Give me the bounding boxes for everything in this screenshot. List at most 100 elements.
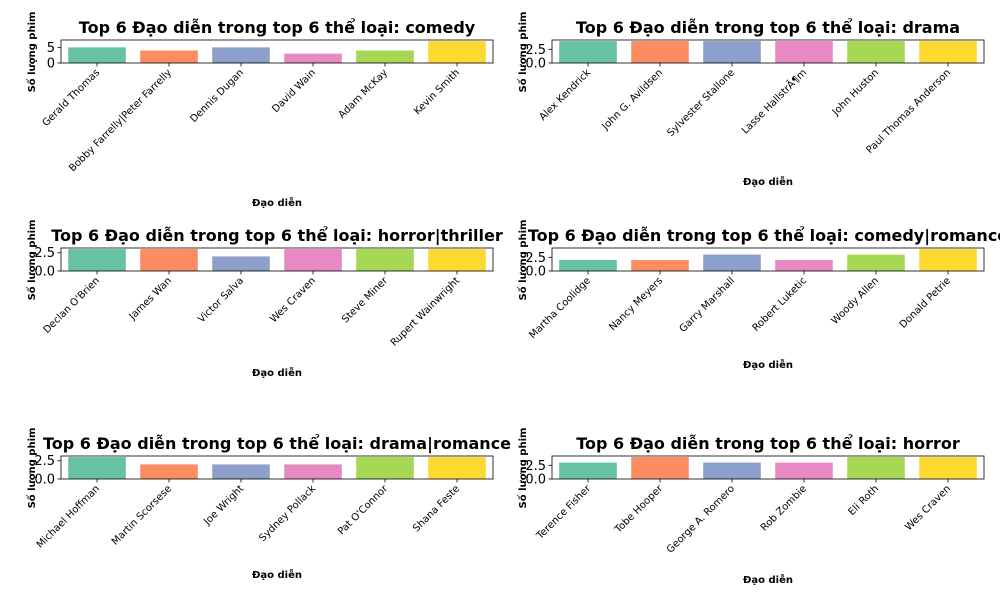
x-tick-label: Martin Scorsese bbox=[110, 483, 174, 547]
x-tick-label: Adam McKay bbox=[337, 67, 391, 121]
x-tick-label: Robert Luketic bbox=[751, 275, 810, 334]
bar bbox=[356, 457, 414, 479]
axes-frame bbox=[551, 455, 985, 480]
bar bbox=[919, 457, 977, 479]
x-tick-label: Wes Craven bbox=[903, 483, 953, 533]
bar bbox=[847, 41, 905, 63]
y-tick-label: 5 bbox=[47, 41, 55, 56]
chart-title: Top 6 Đạo diễn trong top 6 thể loại: com… bbox=[528, 226, 1000, 246]
x-tick-label: Alex Kendrick bbox=[537, 67, 593, 123]
bar bbox=[703, 254, 761, 271]
axes-frame bbox=[60, 455, 494, 480]
y-tick-label: 0 bbox=[47, 57, 55, 72]
bar bbox=[428, 41, 486, 63]
x-tick-label: Paul Thomas Anderson bbox=[865, 67, 954, 156]
bar bbox=[140, 464, 198, 479]
y-tick-label: 2.5 bbox=[34, 454, 55, 469]
x-tick-label: Rupert Wainwright bbox=[389, 275, 462, 348]
x-axis-label: Đạo diễn bbox=[252, 196, 302, 209]
y-tick-label: 0.0 bbox=[34, 265, 55, 280]
axes-frame bbox=[551, 39, 985, 64]
subplot-3: 0.0 2.5 Declan O'Brien James Wan Victor Salv… bbox=[25, 220, 503, 379]
bar bbox=[559, 260, 617, 271]
x-tick-label: Martha Coolidge bbox=[527, 275, 593, 341]
x-tick-label: Victor Salva bbox=[196, 275, 246, 325]
y-tick-label: 0.0 bbox=[525, 265, 546, 280]
bar bbox=[212, 256, 270, 271]
x-tick-label: Garry Marshall bbox=[678, 275, 737, 334]
bar bbox=[919, 249, 977, 271]
bar bbox=[428, 457, 486, 479]
bar bbox=[68, 249, 126, 271]
x-tick-label: John G. Avildsen bbox=[599, 67, 665, 133]
y-tick-label: 0.0 bbox=[525, 473, 546, 488]
y-tick-label: 2.5 bbox=[34, 246, 55, 261]
bar bbox=[68, 457, 126, 479]
bar bbox=[559, 41, 617, 63]
bar bbox=[428, 249, 486, 271]
y-tick-label: 0.0 bbox=[34, 473, 55, 488]
subplot-6: 0.02.5 Terence Fisher Tobe Hooper George A.… bbox=[516, 428, 985, 586]
x-tick-label: Declan O'Brien bbox=[42, 275, 103, 336]
x-tick-label: Terence Fisher bbox=[534, 483, 594, 543]
x-axis-label: Đạo diễn bbox=[743, 573, 793, 586]
y-tick-label: 2.5 bbox=[525, 459, 546, 474]
bar bbox=[284, 464, 342, 479]
y-tick-label: 2.5 bbox=[525, 43, 546, 58]
bar bbox=[631, 41, 689, 63]
y-axis-label: Số lượng phim bbox=[25, 220, 38, 301]
chart-title: Top 6 Đạo diễn trong top 6 thể loại: dra… bbox=[576, 18, 960, 37]
x-tick-label: Eli Roth bbox=[847, 483, 882, 518]
subplot-5: 0.0 2.5 Michael Hoffman Martin Scorsese Joe … bbox=[25, 428, 511, 581]
bar bbox=[631, 457, 689, 479]
x-tick-label: Rob Zombie bbox=[759, 483, 809, 533]
x-tick-label: James Wan bbox=[127, 275, 174, 322]
x-axis-label: Đạo diễn bbox=[743, 358, 793, 371]
x-tick-label: Shana Feste bbox=[411, 483, 462, 534]
bar bbox=[703, 462, 761, 479]
chart-title: Top 6 Đạo diễn trong top 6 thể loại: hor… bbox=[576, 434, 960, 453]
bar bbox=[775, 41, 833, 63]
chart-title: Top 6 Đạo diễn trong top 6 thể loại: hor… bbox=[51, 226, 503, 246]
axes-frame bbox=[551, 247, 985, 272]
subplot-2: 0.02.5 Alex Kendrick John G. Avildsen Sylve… bbox=[516, 12, 985, 188]
subplot-4: 0.02.5 Martha Coolidge Nancy Meyers Garry M… bbox=[516, 220, 1000, 371]
bar bbox=[559, 462, 617, 479]
x-tick-label: Lasse HallstrÃ¶m bbox=[739, 66, 810, 137]
bar bbox=[356, 50, 414, 63]
bar bbox=[284, 53, 342, 63]
x-tick-label: David Wain bbox=[270, 67, 318, 115]
bar bbox=[140, 249, 198, 271]
x-axis-label: Đạo diễn bbox=[252, 568, 302, 581]
x-axis-label: Đạo diễn bbox=[743, 175, 793, 188]
bar bbox=[631, 260, 689, 271]
bar bbox=[919, 41, 977, 63]
x-tick-label: Donald Petrie bbox=[898, 275, 953, 330]
bar bbox=[140, 50, 198, 63]
x-tick-label: Wes Craven bbox=[268, 275, 318, 325]
x-tick-label: Gerald Thomas bbox=[41, 67, 103, 129]
bar bbox=[212, 464, 270, 479]
x-tick-label: Sylvester Stallone bbox=[666, 67, 738, 139]
y-axis-label: Số lượng phim bbox=[25, 12, 38, 93]
x-axis-label: Đạo diễn bbox=[252, 366, 302, 379]
chart-title: Top 6 Đạo diễn trong top 6 thể loại: com… bbox=[79, 18, 476, 37]
x-tick-label: Pat O'Connor bbox=[336, 483, 391, 538]
y-tick-label: 0.0 bbox=[525, 57, 546, 72]
x-tick-label: Nancy Meyers bbox=[607, 275, 665, 333]
x-tick-label: John Huston bbox=[830, 67, 881, 118]
bar bbox=[356, 249, 414, 271]
x-tick-label: Steve Miner bbox=[340, 275, 391, 326]
x-tick-label: Woody Allen bbox=[830, 275, 882, 327]
bar bbox=[847, 457, 905, 479]
x-tick-label: Dennis Dugan bbox=[188, 67, 246, 125]
y-axis-label: Số lượng phim bbox=[25, 428, 38, 509]
x-tick-label: Michael Hoffman bbox=[35, 483, 102, 550]
y-axis-label: Số lượng phim bbox=[516, 428, 529, 509]
x-tick-label: Sydney Pollack bbox=[257, 483, 318, 544]
y-axis-label: Số lượng phim bbox=[516, 12, 529, 93]
bar bbox=[775, 462, 833, 479]
chart-title: Top 6 Đạo diễn trong top 6 thể loại: dra… bbox=[43, 434, 511, 454]
